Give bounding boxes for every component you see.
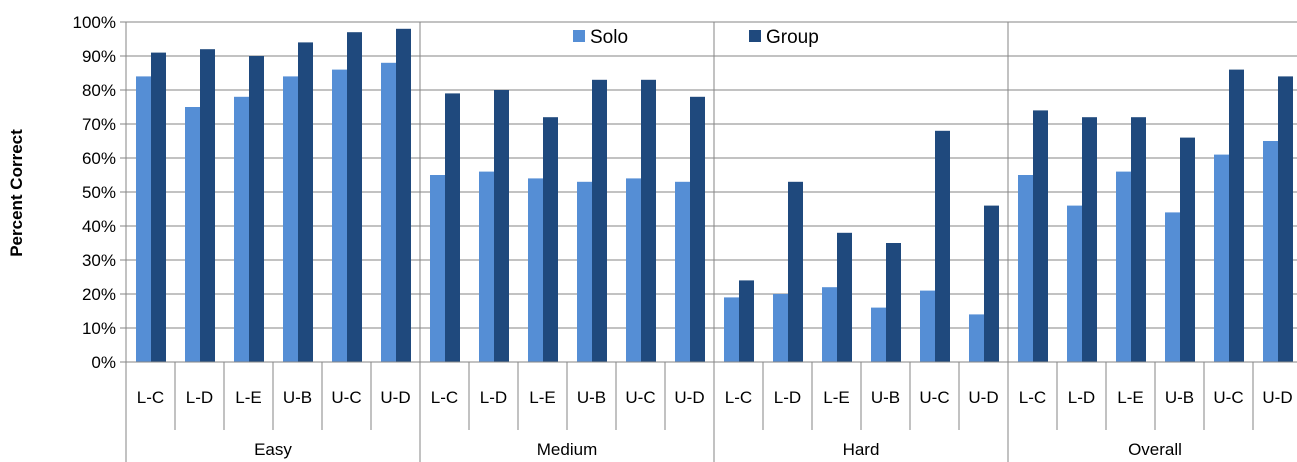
x-subcategory-label: U-D <box>968 388 998 407</box>
x-group-label: Medium <box>537 440 597 459</box>
bar-group-overall-l-e <box>1131 117 1146 362</box>
bar-group-easy-u-d <box>396 28 411 363</box>
bar-group-overall-u-c <box>1229 69 1244 362</box>
x-subcategory-label: L-D <box>1068 388 1095 407</box>
x-subcategory-label: L-D <box>480 388 507 407</box>
x-subcategory-label: U-C <box>1213 388 1243 407</box>
x-subcategory-label: U-B <box>283 388 312 407</box>
x-subcategory-label: L-E <box>529 388 555 407</box>
bar-group-hard-u-b <box>886 243 901 362</box>
x-subcategory-label: L-E <box>1117 388 1143 407</box>
legend-label-solo: Solo <box>590 27 628 48</box>
x-subcategory-label: U-C <box>919 388 949 407</box>
y-tick-label: 70% <box>82 115 116 134</box>
x-subcategory-label: U-C <box>625 388 655 407</box>
x-subcategory-label: U-B <box>1165 388 1194 407</box>
bar-solo-easy-l-d <box>185 107 200 362</box>
x-subcategory-label: U-D <box>380 388 410 407</box>
bar-group-easy-l-d <box>200 49 215 362</box>
bar-solo-hard-l-c <box>724 297 739 362</box>
x-subcategory-label: L-D <box>774 388 801 407</box>
bar-group-medium-l-c <box>445 93 460 363</box>
y-tick-label: 0% <box>91 353 116 372</box>
bar-solo-medium-l-e <box>528 178 543 362</box>
bar-group-overall-u-b <box>1180 137 1195 362</box>
legend-swatch-group <box>749 30 761 42</box>
bar-group-overall-u-d <box>1278 76 1293 363</box>
y-tick-label: 50% <box>82 183 116 202</box>
y-tick-label: 10% <box>82 319 116 338</box>
x-subcategory-label: L-C <box>431 388 458 407</box>
x-subcategory-label: U-D <box>674 388 704 407</box>
bar-group-hard-l-e <box>837 232 852 362</box>
bar-group-easy-l-c <box>151 52 166 362</box>
bar-solo-overall-l-d <box>1067 205 1082 362</box>
x-group-label: Hard <box>843 440 880 459</box>
x-group-label: Easy <box>254 440 292 459</box>
legend-swatch-solo <box>573 30 585 42</box>
x-subcategory-label: U-B <box>871 388 900 407</box>
bar-solo-medium-l-d <box>479 171 494 362</box>
y-tick-label: 60% <box>82 149 116 168</box>
bar-group-hard-u-c <box>935 130 950 362</box>
bar-solo-overall-u-c <box>1214 154 1229 362</box>
bar-group-easy-u-c <box>347 32 362 362</box>
y-tick-label: 90% <box>82 47 116 66</box>
bar-solo-overall-l-c <box>1018 175 1033 362</box>
y-tick-label: 80% <box>82 81 116 100</box>
bar-group-medium-l-e <box>543 117 558 362</box>
x-subcategory-label: L-D <box>186 388 213 407</box>
bar-solo-overall-u-d <box>1263 141 1278 362</box>
y-tick-label: 40% <box>82 217 116 236</box>
x-group-label: Overall <box>1128 440 1182 459</box>
y-tick-label: 20% <box>82 285 116 304</box>
y-axis-title: Percent Correct <box>7 129 26 257</box>
bar-solo-medium-u-b <box>577 181 592 362</box>
bar-group-medium-l-d <box>494 90 509 362</box>
x-subcategory-label: U-C <box>331 388 361 407</box>
bar-group-hard-l-d <box>788 181 803 362</box>
bar-solo-easy-u-c <box>332 69 347 362</box>
legend-label-group: Group <box>766 27 819 48</box>
bar-solo-medium-u-d <box>675 181 690 362</box>
bar-solo-easy-u-d <box>381 62 396 363</box>
bar-solo-hard-u-b <box>871 307 886 362</box>
bar-group-overall-l-d <box>1082 117 1097 362</box>
axis-labels: 0% 10% 20% 30% 40% 50% 60% 70% 80% 90% 100% L-C L-D L… <box>73 13 1293 459</box>
bar-solo-overall-u-b <box>1165 212 1180 362</box>
gridlines <box>126 21 1297 363</box>
bar-group-hard-l-c <box>739 280 754 362</box>
bar-group-medium-u-d <box>690 96 705 363</box>
bar-group-easy-u-b <box>298 42 313 363</box>
bar-solo-hard-u-c <box>920 290 935 362</box>
bar-solo-medium-l-c <box>430 175 445 362</box>
y-tick-label: 100% <box>73 13 116 32</box>
bar-group-hard-u-d <box>984 205 999 362</box>
bar-solo-easy-l-e <box>234 96 249 363</box>
x-subcategory-label: U-D <box>1262 388 1292 407</box>
bar-solo-hard-u-d <box>969 314 984 362</box>
bar-group-medium-u-c <box>641 79 656 363</box>
bar-group-medium-u-b <box>592 79 607 363</box>
axes <box>120 21 1297 462</box>
x-subcategory-label: L-E <box>823 388 849 407</box>
bar-solo-easy-u-b <box>283 76 298 363</box>
bar-solo-hard-l-d <box>773 294 788 362</box>
bar-solo-overall-l-e <box>1116 171 1131 362</box>
x-subcategory-label: U-B <box>577 388 606 407</box>
y-tick-label: 30% <box>82 251 116 270</box>
x-subcategory-label: L-C <box>1019 388 1046 407</box>
bar-group-overall-l-c <box>1033 110 1048 363</box>
bar-solo-medium-u-c <box>626 178 641 362</box>
legend: Solo Group <box>573 27 819 48</box>
bar-solo-hard-l-e <box>822 287 837 362</box>
x-subcategory-label: L-E <box>235 388 261 407</box>
x-subcategory-label: L-C <box>725 388 752 407</box>
x-subcategory-label: L-C <box>137 388 164 407</box>
bar-solo-easy-l-c <box>136 76 151 363</box>
bar-group-easy-l-e <box>249 56 264 362</box>
bars <box>136 28 1293 363</box>
